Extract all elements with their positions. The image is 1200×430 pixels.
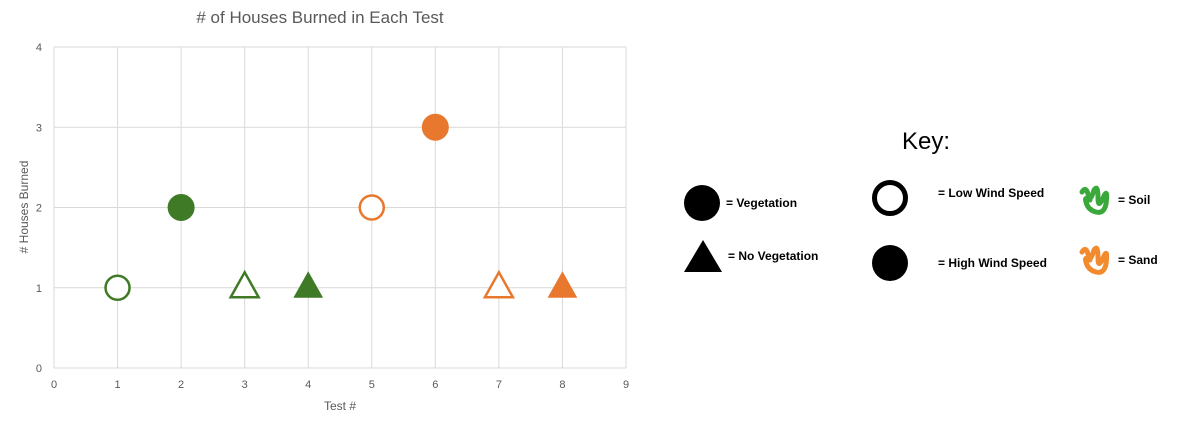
y-tick-label: 4 bbox=[36, 42, 42, 54]
key-title: Key: bbox=[902, 128, 951, 155]
x-tick-label: 1 bbox=[114, 379, 120, 391]
x-axis-title: Test # bbox=[324, 399, 356, 413]
x-tick-label: 7 bbox=[496, 379, 502, 391]
key-item-no-vegetation: = No Vegetation bbox=[684, 240, 818, 272]
open-triangle-point bbox=[482, 269, 516, 299]
open-circle-icon bbox=[872, 180, 908, 216]
chart-title: # of Houses Burned in Each Test bbox=[196, 8, 444, 27]
x-tick-label: 0 bbox=[51, 379, 57, 391]
filled-triangle-icon bbox=[684, 240, 722, 272]
y-tick-label: 2 bbox=[36, 203, 42, 215]
x-tick-label: 4 bbox=[305, 379, 311, 391]
x-tick-label: 6 bbox=[432, 379, 438, 391]
key-label-low-wind: = Low Wind Speed bbox=[938, 186, 1045, 200]
y-tick-label: 1 bbox=[36, 283, 42, 295]
filled-circle-icon bbox=[684, 185, 720, 221]
green-scribble-icon bbox=[1079, 185, 1110, 215]
x-tick-label: 9 bbox=[623, 379, 629, 391]
key-label-vegetation: = Vegetation bbox=[726, 196, 798, 210]
chart-grid bbox=[53, 46, 627, 369]
key-item-sand: = Sand bbox=[1076, 242, 1158, 278]
y-axis-title: # Houses Burned bbox=[17, 161, 31, 254]
key-item-soil: = Soil bbox=[1076, 182, 1150, 218]
filled-triangle-point bbox=[547, 271, 578, 298]
x-tick-label: 2 bbox=[178, 379, 184, 391]
orange-scribble-icon bbox=[1079, 245, 1110, 275]
filled-triangle-point bbox=[293, 271, 324, 298]
chart-tick-labels: 0 1 2 3 4 5 6 7 8 9 0 1 2 3 4 bbox=[36, 42, 629, 391]
open-circle-point bbox=[104, 274, 131, 301]
key-item-vegetation: = Vegetation bbox=[684, 185, 797, 221]
y-tick-label: 0 bbox=[36, 363, 42, 375]
x-tick-label: 8 bbox=[559, 379, 565, 391]
key-label-no-vegetation: = No Vegetation bbox=[728, 249, 819, 263]
filled-circle-point bbox=[421, 113, 449, 141]
filled-circle-point bbox=[167, 194, 195, 221]
y-tick-label: 3 bbox=[36, 122, 42, 134]
key-label-high-wind: = High Wind Speed bbox=[938, 256, 1047, 270]
open-circle-point bbox=[358, 194, 386, 221]
legend-key: Key: = Vegetation = No Vegetation = Low … bbox=[660, 120, 1200, 290]
key-label-soil: = Soil bbox=[1118, 193, 1151, 207]
scatter-chart: # of Houses Burned in Each Test 0 1 2 3 4 5 6 7… bbox=[17, 8, 629, 413]
key-item-low-wind: = Low Wind Speed bbox=[872, 180, 1044, 216]
filled-circle-icon bbox=[872, 245, 908, 281]
x-tick-label: 5 bbox=[369, 379, 375, 391]
x-tick-label: 3 bbox=[242, 379, 248, 391]
chart-points bbox=[104, 113, 578, 301]
key-item-high-wind: = High Wind Speed bbox=[872, 245, 1047, 281]
open-triangle-point bbox=[228, 269, 261, 299]
key-label-sand: = Sand bbox=[1118, 253, 1158, 267]
